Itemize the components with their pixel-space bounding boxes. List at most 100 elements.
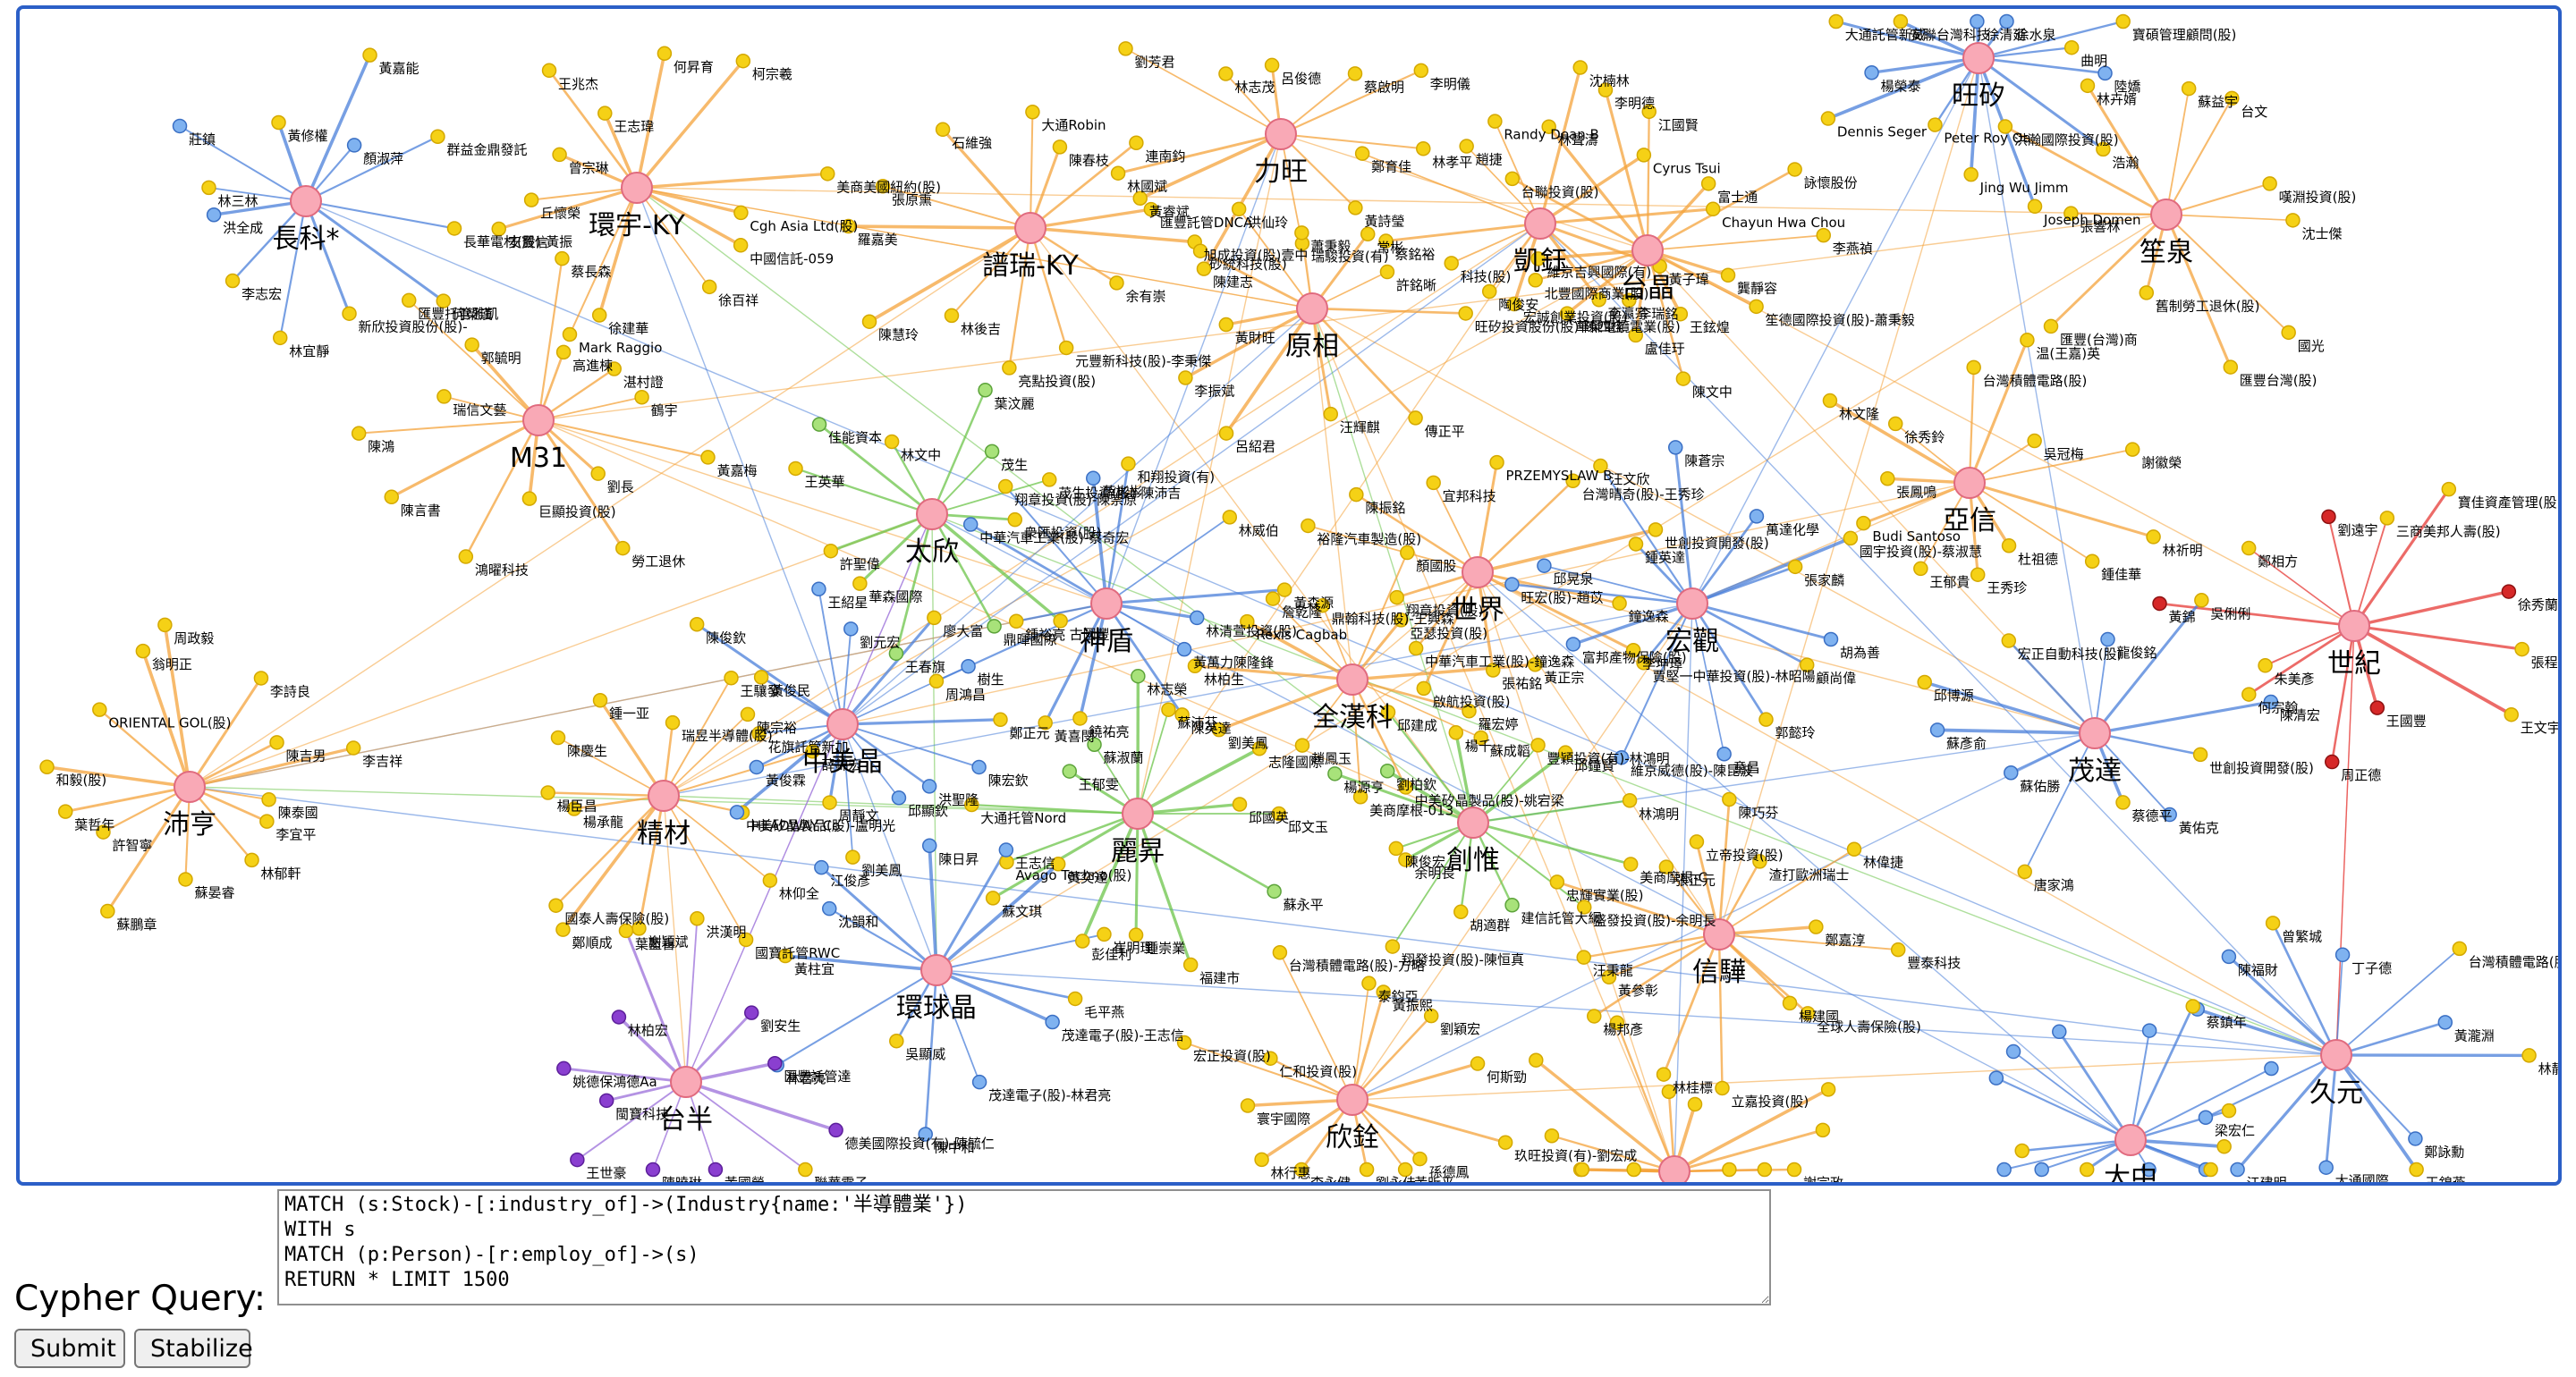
person-node[interactable]	[1359, 1162, 1375, 1178]
person-node[interactable]	[1720, 267, 1736, 283]
person-node[interactable]	[1591, 292, 1606, 308]
stock-node[interactable]	[1658, 1155, 1690, 1182]
person-node[interactable]	[1470, 1056, 1486, 1071]
person-node[interactable]	[1349, 486, 1364, 503]
person-node[interactable]	[1565, 637, 1581, 652]
person-node[interactable]	[1758, 712, 1774, 727]
person-node[interactable]	[1131, 668, 1146, 684]
person-node[interactable]	[1444, 256, 1459, 271]
person-node[interactable]	[1828, 13, 1843, 30]
person-node[interactable]	[1323, 406, 1338, 422]
person-node[interactable]	[1008, 613, 1024, 629]
person-node[interactable]	[1315, 597, 1330, 613]
person-node[interactable]	[1506, 296, 1522, 312]
person-node[interactable]	[1549, 874, 1565, 890]
person-node[interactable]	[1675, 371, 1691, 386]
person-node[interactable]	[2230, 1162, 2245, 1178]
person-node[interactable]	[1687, 1096, 1703, 1112]
person-node[interactable]	[1970, 567, 1986, 582]
person-node[interactable]	[1565, 473, 1580, 489]
stock-node[interactable]	[290, 185, 322, 217]
person-node[interactable]	[921, 779, 937, 794]
person-node[interactable]	[823, 543, 839, 559]
person-node[interactable]	[1301, 518, 1316, 534]
person-node[interactable]	[523, 192, 539, 207]
person-node[interactable]	[2017, 864, 2032, 880]
person-node[interactable]	[708, 1162, 724, 1178]
person-node[interactable]	[1038, 715, 1053, 731]
person-node[interactable]	[2521, 1048, 2537, 1063]
person-node[interactable]	[1050, 857, 1066, 872]
stock-node[interactable]	[522, 404, 555, 436]
person-node[interactable]	[1265, 591, 1281, 606]
person-node[interactable]	[1800, 1006, 1816, 1021]
person-node[interactable]	[272, 330, 288, 346]
person-node[interactable]	[1176, 641, 1192, 657]
person-node[interactable]	[852, 576, 868, 591]
person-node[interactable]	[1609, 1015, 1625, 1031]
person-node[interactable]	[822, 795, 837, 810]
person-node[interactable]	[1623, 857, 1639, 872]
person-node[interactable]	[1612, 596, 1627, 611]
graph-nodes[interactable]	[39, 13, 2537, 1183]
person-node[interactable]	[1544, 1128, 1560, 1144]
person-node[interactable]	[971, 1074, 987, 1090]
person-node[interactable]	[1240, 1098, 1256, 1113]
person-node[interactable]	[2001, 633, 2017, 648]
person-node[interactable]	[92, 702, 107, 717]
person-node[interactable]	[2115, 795, 2131, 810]
person-node[interactable]	[1267, 883, 1282, 900]
person-node[interactable]	[2318, 1160, 2334, 1175]
person-node[interactable]	[1110, 165, 1126, 181]
person-node[interactable]	[491, 221, 506, 237]
person-node[interactable]	[1218, 66, 1233, 81]
person-node[interactable]	[2265, 916, 2281, 931]
person-node[interactable]	[2262, 176, 2277, 191]
person-node[interactable]	[700, 450, 716, 465]
person-node[interactable]	[962, 517, 979, 532]
person-node[interactable]	[611, 1010, 627, 1025]
person-node[interactable]	[225, 273, 241, 289]
person-node[interactable]	[261, 791, 276, 807]
person-node[interactable]	[1271, 806, 1287, 822]
person-node[interactable]	[828, 1122, 843, 1138]
person-node[interactable]	[2005, 1043, 2021, 1060]
person-node[interactable]	[1118, 41, 1133, 56]
person-node[interactable]	[2241, 540, 2257, 556]
person-node[interactable]	[733, 238, 749, 253]
person-node[interactable]	[927, 610, 942, 626]
person-node[interactable]	[1752, 854, 1767, 869]
stock-node[interactable]	[621, 172, 653, 204]
person-node[interactable]	[1074, 933, 1090, 949]
person-node[interactable]	[1196, 261, 1212, 276]
person-node[interactable]	[1820, 111, 1836, 126]
person-node[interactable]	[2334, 947, 2351, 963]
person-node[interactable]	[767, 1055, 783, 1071]
person-node[interactable]	[1276, 582, 1292, 597]
person-node[interactable]	[888, 646, 904, 662]
person-node[interactable]	[798, 1162, 813, 1178]
person-node[interactable]	[1378, 233, 1394, 249]
person-node[interactable]	[1487, 114, 1503, 129]
person-node[interactable]	[1823, 631, 1839, 647]
person-node[interactable]	[814, 859, 829, 875]
cypher-query-input[interactable]: MATCH (s:Stock)-[:industry_of]->(Industr…	[277, 1189, 1771, 1305]
person-node[interactable]	[1389, 589, 1404, 605]
person-node[interactable]	[1528, 273, 1543, 288]
person-node[interactable]	[1121, 456, 1136, 471]
person-node[interactable]	[751, 726, 767, 741]
person-node[interactable]	[1757, 1162, 1773, 1178]
person-node[interactable]	[1263, 1051, 1278, 1066]
person-node[interactable]	[1423, 1008, 1439, 1024]
person-node[interactable]	[1593, 458, 1608, 474]
person-node[interactable]	[2408, 1131, 2423, 1146]
person-node[interactable]	[2185, 999, 2200, 1014]
person-node[interactable]	[157, 617, 173, 633]
person-node[interactable]	[436, 389, 452, 404]
stock-node[interactable]	[920, 954, 953, 986]
person-node[interactable]	[1408, 640, 1424, 656]
person-node[interactable]	[1128, 927, 1144, 942]
person-node[interactable]	[1388, 841, 1404, 857]
person-node[interactable]	[1601, 969, 1617, 985]
person-node[interactable]	[562, 326, 578, 342]
